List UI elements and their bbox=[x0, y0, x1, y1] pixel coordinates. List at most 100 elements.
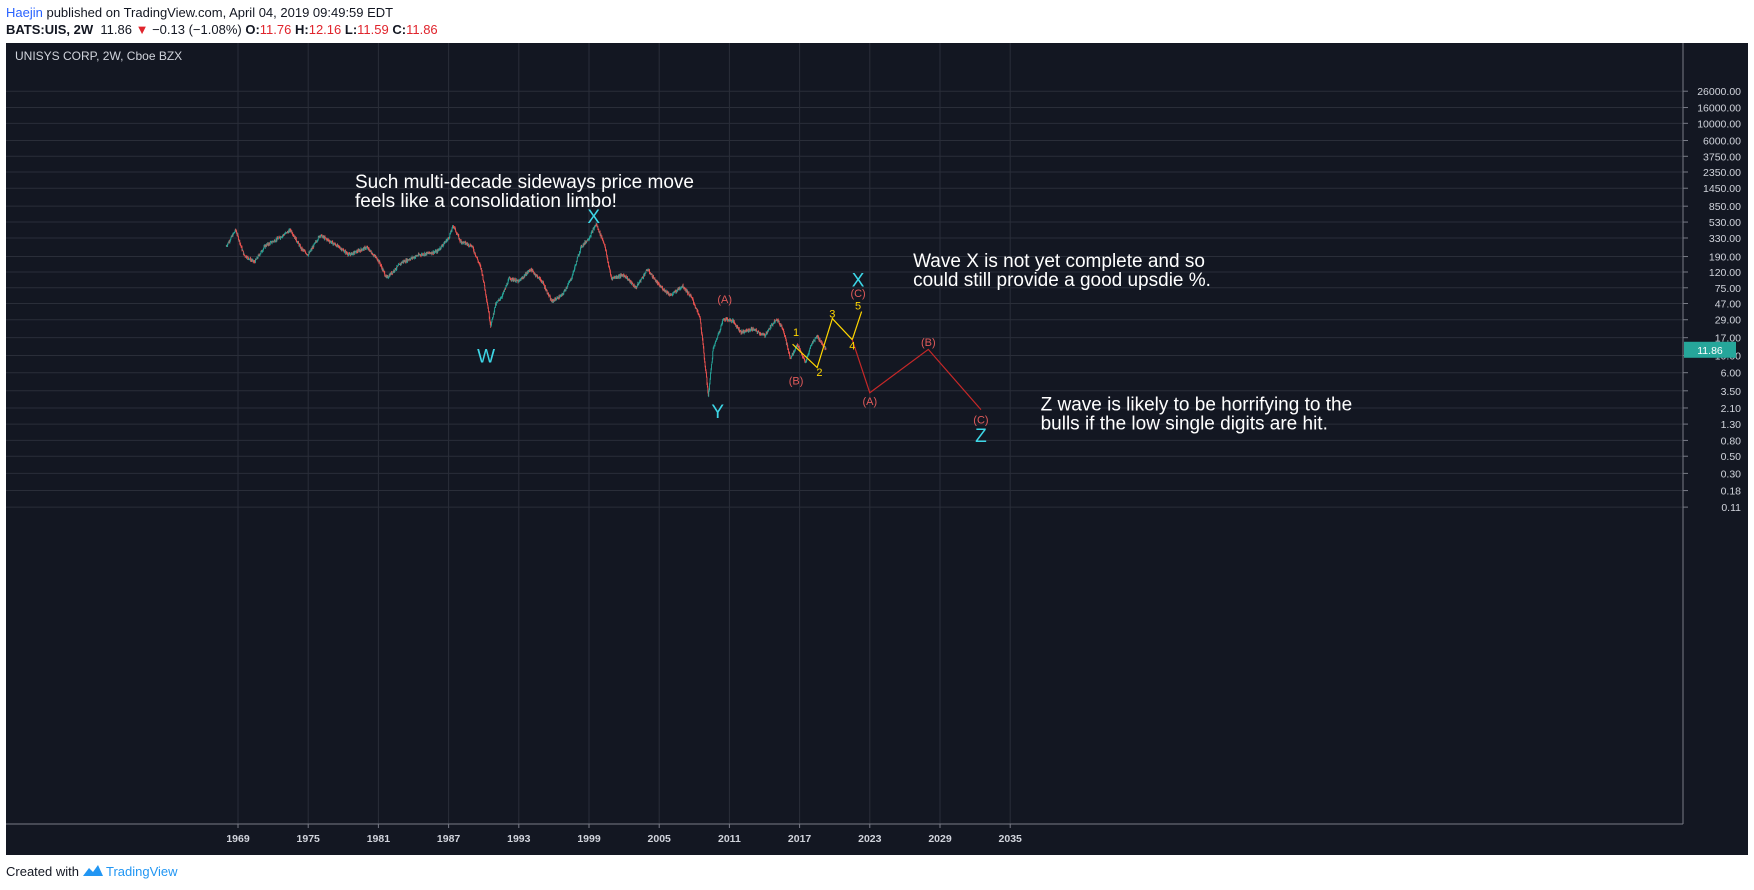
candle-body bbox=[699, 316, 701, 320]
tradingview-link[interactable]: TradingView bbox=[105, 864, 178, 879]
candle-body bbox=[587, 239, 588, 241]
candle-body bbox=[360, 248, 362, 252]
candle-body bbox=[797, 344, 798, 346]
candle-body bbox=[541, 281, 543, 283]
candle-body bbox=[662, 289, 664, 291]
candle-body bbox=[279, 237, 281, 239]
price-chart[interactable]: W X Y X Z (A) (B) (C) (A) (B) (C) 1 2 3 4 5 Such multi-… bbox=[6, 43, 1748, 855]
candle-body bbox=[348, 253, 350, 255]
candle-body bbox=[297, 242, 299, 243]
candle-body bbox=[281, 236, 283, 238]
candle-body bbox=[462, 241, 464, 243]
candle-body bbox=[785, 335, 786, 338]
candle-body bbox=[505, 288, 506, 289]
candle-body bbox=[667, 292, 669, 294]
candle-body bbox=[258, 254, 260, 256]
candle-body bbox=[454, 227, 456, 229]
candle-body bbox=[436, 250, 438, 252]
candle-body bbox=[774, 321, 776, 323]
candle-body bbox=[611, 278, 613, 280]
candle-body bbox=[567, 286, 568, 288]
candle-body bbox=[564, 290, 566, 292]
candle-body bbox=[819, 338, 821, 342]
candle-body bbox=[397, 265, 399, 267]
candle-body bbox=[377, 260, 379, 262]
candle-body bbox=[710, 372, 711, 379]
candle-body bbox=[535, 275, 537, 277]
candle-body bbox=[374, 255, 376, 257]
wave-labels: W X Y X Z (A) (B) (C) (A) (B) (C) 1 2 3 4 5 bbox=[477, 207, 989, 447]
candle-body bbox=[286, 232, 287, 233]
candle-body bbox=[618, 275, 620, 278]
candle-body bbox=[536, 275, 538, 276]
candle-body bbox=[479, 264, 481, 266]
candle-body bbox=[615, 276, 617, 278]
candle-body bbox=[787, 348, 789, 350]
candle-body bbox=[487, 302, 488, 306]
candle-body bbox=[501, 295, 503, 298]
candle-body bbox=[362, 249, 364, 251]
candle-body bbox=[233, 232, 235, 234]
candle-body bbox=[453, 226, 454, 228]
candle-body bbox=[475, 254, 476, 256]
candle-body bbox=[312, 247, 313, 249]
wave-label: (A) bbox=[862, 396, 877, 408]
candle-body bbox=[476, 257, 478, 259]
candle-body bbox=[741, 333, 742, 334]
candle-body bbox=[475, 255, 477, 257]
candle-body bbox=[381, 267, 383, 270]
candle-body bbox=[816, 336, 817, 338]
candle-body bbox=[713, 345, 715, 348]
candle-body bbox=[603, 242, 605, 245]
candle-body bbox=[543, 282, 544, 285]
candle-body bbox=[790, 357, 791, 359]
candle-body bbox=[632, 283, 633, 285]
candle-body bbox=[381, 265, 382, 268]
candle-body bbox=[765, 332, 767, 335]
candle-body bbox=[526, 274, 527, 276]
candle-body bbox=[324, 236, 325, 239]
candle-body bbox=[266, 244, 268, 246]
candle-body bbox=[225, 246, 227, 247]
candle-body bbox=[604, 244, 605, 246]
candle-body bbox=[279, 238, 281, 239]
price-axis-panel[interactable] bbox=[1683, 43, 1748, 855]
candle-body bbox=[424, 253, 426, 255]
candle-body bbox=[608, 263, 609, 267]
candle-body bbox=[588, 239, 590, 241]
candle-body bbox=[387, 277, 389, 279]
candle-body bbox=[419, 254, 421, 256]
candle-body bbox=[720, 328, 721, 331]
candle-body bbox=[806, 359, 807, 363]
candle-body bbox=[428, 251, 430, 254]
candle-body bbox=[320, 234, 322, 236]
candle-body bbox=[239, 243, 241, 245]
candle-body bbox=[252, 259, 254, 261]
candle-body bbox=[413, 256, 415, 259]
candle-body bbox=[313, 246, 314, 248]
candle-body bbox=[763, 334, 764, 336]
candle-body bbox=[816, 335, 818, 338]
candle-body bbox=[645, 270, 647, 271]
candle-body bbox=[751, 328, 752, 330]
candle-body bbox=[474, 251, 476, 255]
candle-body bbox=[498, 299, 500, 301]
candle-body bbox=[289, 229, 291, 232]
author-link[interactable]: Haejin bbox=[6, 5, 43, 20]
candle-body bbox=[820, 341, 821, 343]
candle-body bbox=[259, 255, 260, 257]
candle-body bbox=[395, 269, 397, 271]
candle-body bbox=[735, 325, 737, 326]
candle-body bbox=[591, 231, 593, 232]
candle-body bbox=[392, 271, 394, 274]
candle-body bbox=[383, 270, 385, 272]
time-axis-panel[interactable] bbox=[6, 824, 1748, 855]
candle-body bbox=[609, 267, 610, 269]
candle-body bbox=[569, 281, 570, 283]
candle-body bbox=[276, 239, 277, 241]
candle-body bbox=[580, 246, 582, 248]
candle-body bbox=[612, 277, 614, 280]
candle-body bbox=[417, 255, 418, 257]
candle-body bbox=[718, 331, 720, 334]
candle-body bbox=[725, 318, 727, 321]
